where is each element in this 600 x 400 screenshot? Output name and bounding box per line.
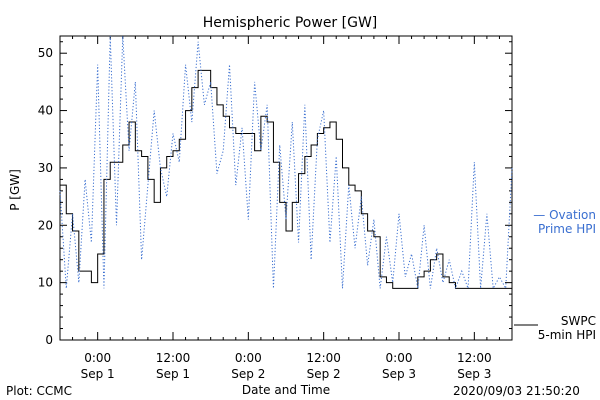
plot-frame xyxy=(59,35,513,341)
x-tick-label-time: 0:00 xyxy=(235,351,262,365)
y-tick-label: 10 xyxy=(38,276,53,290)
x-tick-label-date: Sep 1 xyxy=(156,367,190,381)
y-tick-label: 0 xyxy=(45,333,53,347)
series-line-ovation xyxy=(59,35,513,291)
plot-area: 0 10 20 30 40 50 0:00 Sep 1 12:00 Sep 1 0:00 Sep 2 1… xyxy=(38,35,513,381)
x-tick-label-time: 12:00 xyxy=(457,351,492,365)
x-tick-label-date: Sep 1 xyxy=(81,367,115,381)
y-axis-label: P [GW] xyxy=(8,169,22,211)
x-tick-label-date: Sep 2 xyxy=(307,367,341,381)
y-tick-label: 50 xyxy=(38,46,53,60)
y-tick-label: 20 xyxy=(38,218,53,232)
x-tick-label-date: Sep 2 xyxy=(231,367,265,381)
x-tick-label-date: Sep 3 xyxy=(457,367,491,381)
chart-title: Hemispheric Power [GW] xyxy=(203,15,378,31)
legend-ovation-label: — Ovation xyxy=(533,208,596,222)
y-tick-label: 40 xyxy=(38,104,53,118)
x-axis-label: Date and Time xyxy=(242,383,330,397)
plot-credit: Plot: CCMC xyxy=(6,384,72,398)
x-tick-label-date: Sep 3 xyxy=(382,367,416,381)
legend-swpc-label: 5-min HPI xyxy=(538,328,596,342)
x-tick-label-time: 0:00 xyxy=(386,351,413,365)
x-tick-label-time: 12:00 xyxy=(306,351,341,365)
series-line-swpc xyxy=(60,69,512,289)
legend-ovation-label: Prime HPI xyxy=(538,222,596,236)
x-tick-label-time: 12:00 xyxy=(156,351,191,365)
legend-swpc-label: SWPC xyxy=(561,314,596,328)
plot-timestamp: 2020/09/03 21:50:20 xyxy=(453,384,580,398)
x-tick-label-time: 0:00 xyxy=(84,351,111,365)
y-tick-label: 30 xyxy=(38,161,53,175)
